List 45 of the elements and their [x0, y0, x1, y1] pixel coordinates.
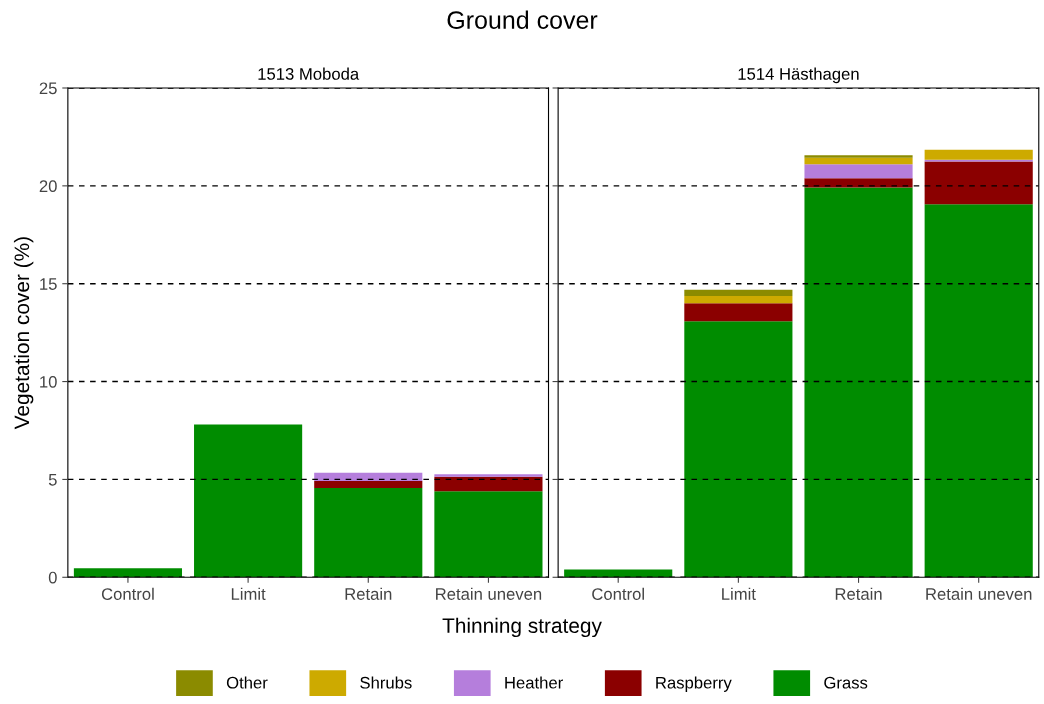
- y-tick-label: 10: [40, 375, 57, 388]
- bar: [804, 178, 913, 188]
- bar: [804, 164, 913, 179]
- bar: [314, 472, 423, 481]
- chart-title: 1513 Moboda: [258, 67, 360, 80]
- bar: [564, 569, 673, 578]
- legend-label: Grass: [824, 676, 868, 689]
- x-tick-label: Retain uneven: [926, 587, 1032, 600]
- bar: [804, 155, 913, 158]
- bar: [194, 424, 303, 578]
- legend-label: Other: [226, 676, 268, 689]
- bar: [434, 491, 543, 578]
- y-tick-label: 25: [39, 82, 57, 95]
- chart-title: 1514 Hästhagen: [738, 67, 859, 84]
- bar: [73, 568, 183, 578]
- bar: [314, 488, 423, 578]
- x-tick-label: Control: [592, 587, 644, 600]
- bar: [684, 289, 793, 297]
- y-tick-label: 0: [48, 571, 57, 584]
- x-tick-label: Limit: [231, 587, 266, 600]
- y-tick-label: 15: [40, 278, 57, 290]
- legend-label: Raspberry: [656, 676, 732, 692]
- bar: [924, 204, 1033, 578]
- x-tick-label: Retain uneven: [436, 587, 542, 600]
- legend-label: Shrubs: [360, 676, 412, 689]
- bar: [924, 149, 1033, 160]
- legend-label: Heather: [505, 676, 563, 689]
- bar: [684, 303, 793, 322]
- y-axis-title: Vegetation cover (%): [13, 237, 34, 430]
- bar: [924, 161, 1033, 205]
- bar: [314, 480, 423, 489]
- y-tick-label: 20: [39, 180, 57, 193]
- y-tick-label: 5: [48, 474, 57, 486]
- bar: [434, 476, 543, 492]
- x-tick-label: Control: [101, 587, 154, 600]
- x-tick-label: Retain: [835, 587, 882, 600]
- bar: [684, 296, 793, 304]
- x-tick-label: Retain: [345, 587, 392, 600]
- x-tick-label: Limit: [722, 587, 756, 600]
- bar: [804, 157, 913, 165]
- bar: [804, 187, 913, 578]
- text: Ground cover: [447, 10, 598, 29]
- bar: [434, 474, 543, 477]
- x-axis-title: Thinning strategy: [442, 617, 602, 638]
- bar: [684, 321, 793, 578]
